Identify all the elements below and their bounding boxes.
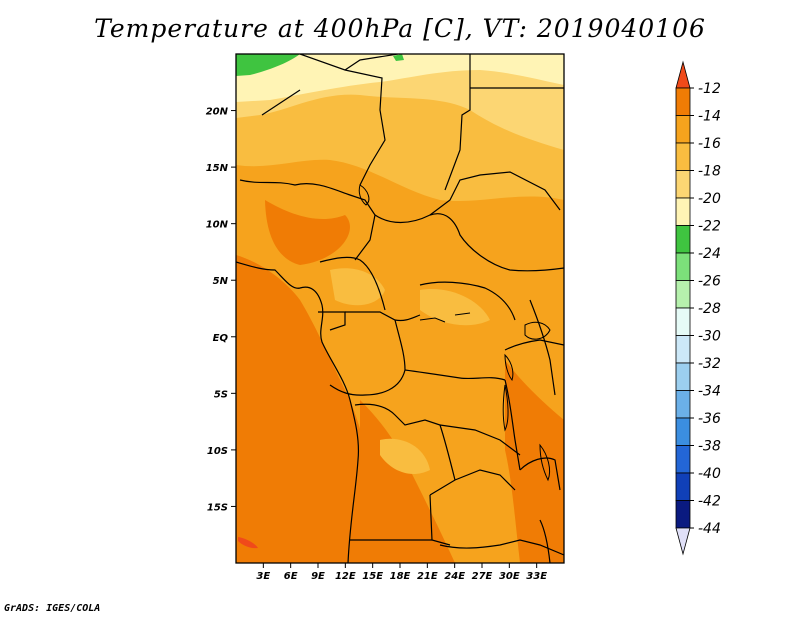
colorbar-swatch	[675, 170, 691, 199]
colorbar-label: -32	[698, 356, 721, 372]
colorbar-label: -40	[698, 466, 721, 482]
colorbar-swatch	[675, 335, 691, 364]
colorbar-label: -36	[698, 411, 721, 427]
colorbar-label: -24	[698, 246, 721, 262]
colorbar-swatch	[675, 307, 691, 336]
colorbar-swatch	[675, 445, 691, 474]
y-tick-label: 5S	[214, 389, 228, 400]
colorbar-swatch	[675, 87, 691, 116]
colorbar-label: -28	[698, 301, 721, 317]
field-red-patch	[238, 537, 258, 549]
y-tick-label: 15S	[207, 502, 228, 513]
colorbar-label: -16	[698, 136, 721, 152]
colorbar-top-arrow	[675, 60, 691, 89]
field-darker-east	[505, 360, 564, 563]
map-title: Temperature at 400hPa [C], VT: 201904010…	[94, 14, 706, 43]
x-tick-label: 15E	[362, 571, 383, 582]
colorbar-swatch	[675, 225, 691, 254]
x-axis: 3E 6E 9E 12E 15E 18E 21E 24E 27E 30E 33E	[256, 563, 547, 582]
colorbar-label: -44	[698, 521, 721, 537]
x-tick-label: 9E	[311, 571, 325, 582]
colorbar-label: -18	[698, 164, 721, 180]
temperature-field	[236, 54, 564, 563]
colorbar-label: -42	[698, 494, 721, 510]
colorbar-swatch	[675, 142, 691, 171]
x-tick-label: 21E	[417, 571, 438, 582]
field-lightest-band	[236, 54, 564, 102]
colorbar-swatch	[675, 390, 691, 419]
colorbar-swatch	[675, 362, 691, 391]
x-tick-label: 33E	[526, 571, 547, 582]
y-tick-label: 10S	[207, 446, 228, 457]
colorbar-label: -20	[698, 191, 721, 207]
colorbar-swatch	[675, 252, 691, 281]
field-darker-west	[236, 255, 380, 563]
y-tick-label: 5N	[213, 276, 229, 287]
colorbar-label: -34	[698, 384, 721, 400]
field-green-dot	[393, 54, 404, 61]
x-tick-label: 3E	[256, 571, 270, 582]
lakes	[358, 184, 551, 482]
y-tick-label: 20N	[206, 107, 229, 118]
colorbar-swatch	[675, 280, 691, 309]
country-borders	[236, 54, 564, 563]
x-tick-label: 24E	[444, 571, 465, 582]
colorbar-label: -38	[698, 439, 721, 455]
field-green-patch	[236, 54, 300, 76]
colorbar-label: -12	[698, 81, 721, 97]
x-tick-label: 6E	[284, 571, 298, 582]
x-tick-label: 18E	[390, 571, 411, 582]
field-interior-patch-3	[380, 438, 430, 475]
y-axis: 20N 15N 10N 5N EQ 5S 10S 15S	[206, 107, 236, 513]
colorbar-swatch	[675, 115, 691, 144]
x-tick-label: 30E	[499, 571, 520, 582]
x-tick-label: 12E	[335, 571, 356, 582]
colorbar-label: -30	[698, 329, 721, 345]
colorbar-swatch	[675, 500, 691, 529]
credit-label: GrADS: IGES/COLA	[4, 603, 101, 614]
colorbar-label: -22	[698, 219, 721, 235]
y-tick-label: 10N	[206, 220, 229, 231]
colorbar: -12 -14 -16 -18 -20 -22 -24 -26 -28 -30 -32 -34 -36 -…	[675, 60, 721, 556]
field-interior-patch-2	[420, 289, 490, 326]
field-darker-north	[265, 200, 350, 265]
field-interior-patch-1	[330, 268, 385, 306]
colorbar-bottom-arrow	[675, 527, 691, 556]
colorbar-swatch	[675, 417, 691, 446]
colorbar-swatch	[675, 197, 691, 226]
colorbar-label: -14	[698, 109, 721, 125]
colorbar-label: -26	[698, 274, 721, 290]
x-tick-label: 27E	[472, 571, 493, 582]
y-tick-label: EQ	[213, 333, 229, 344]
colorbar-swatch	[675, 472, 691, 501]
y-tick-label: 15N	[206, 163, 229, 174]
